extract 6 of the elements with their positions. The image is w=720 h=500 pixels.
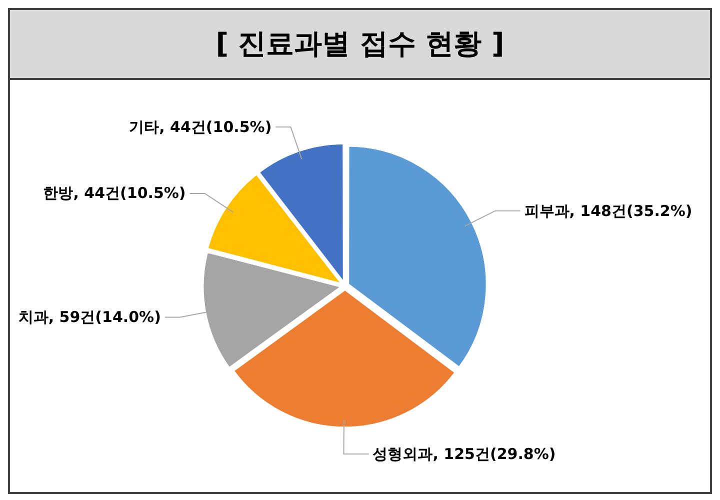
- chart-title: [ 진료과별 접수 현황 ]: [10, 10, 710, 80]
- slice-label: 성형외과, 125건(29.8%): [372, 444, 556, 465]
- slice-label: 기타, 44건(10.5%): [129, 117, 272, 138]
- slice-label: 한방, 44건(10.5%): [43, 183, 186, 204]
- slice-label: 치과, 59건(14.0%): [18, 307, 161, 328]
- slice-label: 피부과, 148건(35.2%): [524, 200, 692, 222]
